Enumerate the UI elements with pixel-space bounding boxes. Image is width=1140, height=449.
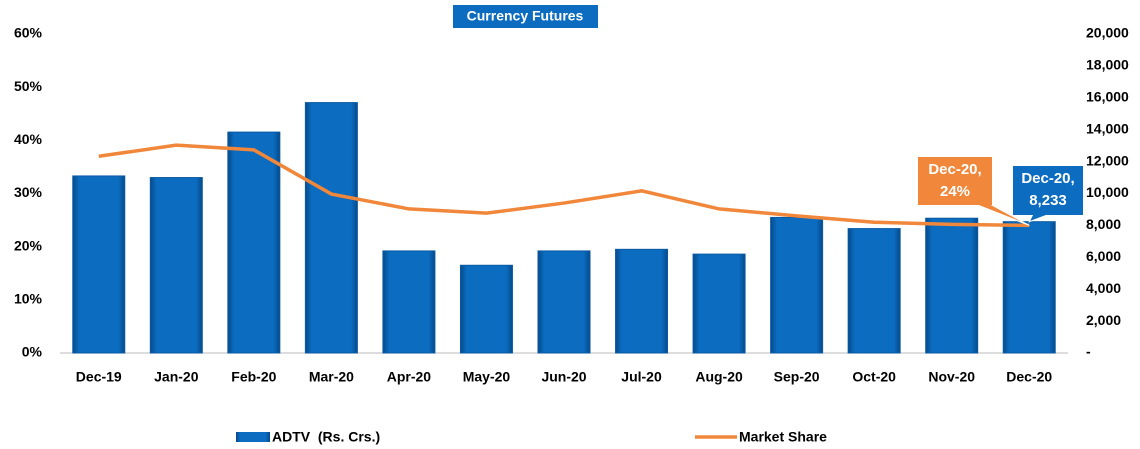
y2-tick-label: - (1086, 344, 1091, 360)
y2-tick-label: 12,000 (1086, 152, 1129, 168)
y-tick-label: 50% (14, 78, 43, 94)
bar (227, 131, 281, 354)
x-tick-label: Aug-20 (695, 369, 743, 385)
chart-title: Currency Futures (467, 8, 584, 24)
legend-label: Market Share (739, 429, 827, 445)
bar (692, 253, 746, 354)
legend-label: ADTV (Rs. Crs.) (272, 429, 380, 445)
bar (537, 250, 591, 354)
x-tick-label: Jun-20 (541, 369, 586, 385)
y-tick-label: 60% (14, 25, 43, 41)
bar (615, 248, 669, 354)
x-tick-label: Jul-20 (621, 369, 662, 385)
y2-tick-label: 10,000 (1086, 184, 1129, 200)
x-tick-label: Oct-20 (852, 369, 896, 385)
bar (847, 228, 901, 354)
y2-tick-label: 16,000 (1086, 89, 1129, 105)
bar (304, 102, 358, 354)
data-label: Dec-20, 24% (918, 157, 992, 205)
y-tick-label: 10% (14, 291, 43, 307)
x-tick-label: Jan-20 (154, 369, 199, 385)
y-tick-label: 0% (22, 344, 43, 360)
y2-tick-label: 14,000 (1086, 120, 1129, 136)
legend-swatch (236, 432, 270, 442)
bar (382, 250, 436, 354)
bar (1002, 221, 1056, 354)
y-tick-label: 20% (14, 237, 43, 253)
y-tick-label: 30% (14, 184, 43, 200)
x-tick-label: Dec-20 (1006, 369, 1052, 385)
y-tick-label: 40% (14, 131, 43, 147)
x-tick-label: Nov-20 (928, 369, 975, 385)
x-tick-label: May-20 (463, 369, 511, 385)
bar (72, 175, 126, 354)
y2-tick-label: 6,000 (1086, 248, 1121, 264)
x-tick-label: Dec-19 (76, 369, 122, 385)
y2-tick-label: 4,000 (1086, 280, 1121, 296)
y2-tick-label: 18,000 (1086, 57, 1129, 73)
callout-pointer (1028, 213, 1051, 223)
bar (925, 217, 979, 354)
x-tick-label: Apr-20 (387, 369, 432, 385)
title-box (453, 5, 598, 28)
x-tick-label: Mar-20 (309, 369, 354, 385)
x-tick-label: Feb-20 (231, 369, 276, 385)
line (98, 143, 1030, 228)
y2-tick-label: 8,000 (1086, 216, 1121, 232)
bar (770, 216, 824, 354)
data-label: Dec-20, 8,233 (1013, 166, 1083, 215)
x-tick-label: Sep-20 (774, 369, 820, 385)
bar (149, 177, 203, 354)
y2-tick-label: 2,000 (1086, 312, 1121, 328)
bar (459, 264, 513, 354)
y2-tick-label: 20,000 (1086, 25, 1129, 41)
